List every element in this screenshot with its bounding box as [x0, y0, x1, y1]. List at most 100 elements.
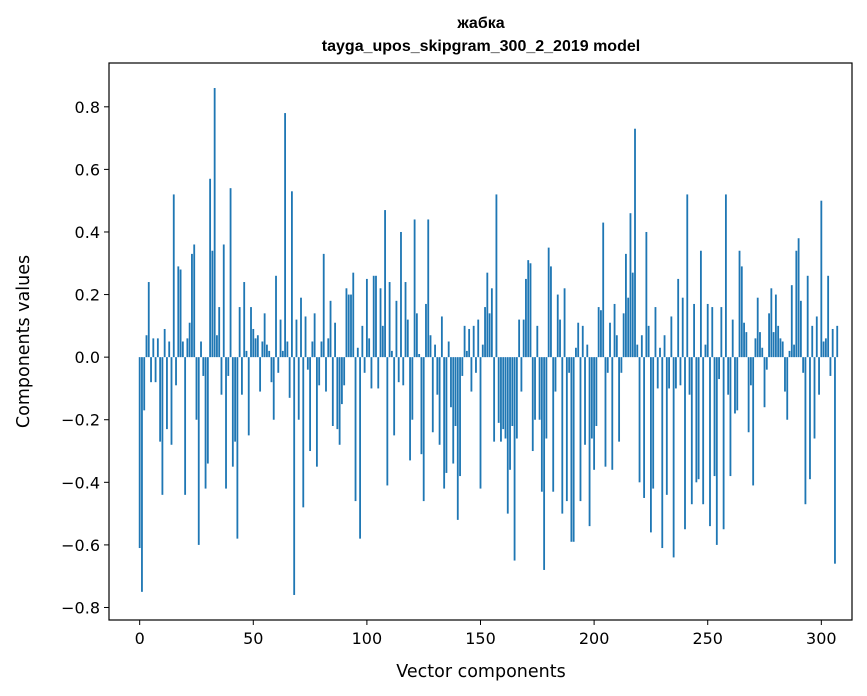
bar-component-180: [547, 247, 550, 358]
bar-component-213: [622, 313, 625, 358]
bar-component-299: [818, 357, 820, 395]
bar-component-251: [709, 357, 711, 527]
bar-component-117: [404, 282, 407, 358]
bar-component-160: [502, 357, 505, 430]
bar-component-292: [802, 357, 805, 373]
bar-component-285: [786, 357, 789, 420]
x-tick-label: 250: [692, 629, 723, 648]
bar-component-39: [227, 357, 230, 376]
bar-component-303: [827, 275, 830, 358]
bar-component-64: [284, 113, 286, 358]
bar-component-99: [363, 357, 366, 373]
bar-component-221: [640, 335, 643, 358]
bar-component-156: [493, 357, 496, 442]
bar-component-48: [247, 357, 250, 436]
bar-component-246: [697, 357, 700, 480]
bar-component-55: [263, 313, 266, 358]
bar-component-78: [315, 357, 318, 467]
bar-component-301: [822, 341, 825, 358]
x-tick-label: 200: [579, 629, 610, 648]
bar-component-15: [172, 194, 175, 358]
bar-component-128: [429, 335, 432, 358]
bar-component-153: [486, 272, 489, 358]
bar-component-191: [572, 357, 575, 542]
bar-component-296: [811, 325, 814, 358]
bar-component-252: [711, 307, 714, 358]
bar-component-80: [320, 341, 323, 358]
bar-component-263: [736, 357, 739, 411]
bar-component-286: [788, 350, 791, 358]
bar-component-52: [256, 335, 259, 358]
bar-component-130: [434, 344, 436, 358]
bar-component-294: [806, 275, 809, 358]
bar-component-43: [236, 357, 239, 539]
bar-component-190: [570, 357, 573, 542]
bar-component-282: [779, 338, 782, 358]
bar-component-166: [515, 357, 518, 439]
bar-component-257: [722, 357, 725, 530]
bar-component-62: [279, 319, 282, 358]
bar-component-276: [765, 357, 768, 370]
y-tick-label: −0.6: [61, 536, 100, 555]
y-tick-label: 0.2: [75, 286, 100, 305]
bar-component-45: [241, 357, 243, 395]
bar-component-279: [772, 332, 775, 358]
bar-component-295: [809, 357, 811, 480]
bar-component-267: [745, 332, 748, 358]
bar-component-179: [545, 357, 548, 439]
bar-component-121: [413, 219, 416, 358]
bar-component-143: [463, 325, 466, 358]
bar-component-264: [738, 250, 741, 358]
bar-component-258: [724, 194, 727, 358]
bar-component-169: [522, 319, 525, 358]
bar-component-256: [720, 307, 723, 358]
bar-component-107: [381, 325, 384, 358]
bar-component-271: [754, 338, 757, 358]
bar-component-69: [295, 319, 298, 358]
bar-component-97: [359, 357, 361, 539]
bar-component-197: [586, 344, 589, 358]
bar-component-56: [266, 344, 268, 358]
bar-component-204: [602, 222, 605, 358]
bar-component-116: [402, 357, 405, 386]
bar-component-173: [531, 357, 534, 452]
bar-component-3: [145, 335, 148, 358]
bar-component-137: [450, 357, 452, 408]
bar-component-114: [397, 357, 400, 383]
bar-component-162: [506, 357, 509, 514]
bar-component-186: [561, 357, 564, 514]
bar-component-85: [331, 357, 334, 426]
bar-component-260: [729, 357, 732, 477]
bar-component-193: [577, 322, 580, 358]
bar-component-83: [327, 338, 330, 358]
bar-component-109: [386, 357, 389, 486]
y-tick-label: 0.4: [75, 223, 100, 242]
bar-component-277: [768, 313, 770, 358]
bar-component-120: [411, 357, 414, 420]
bar-component-161: [504, 357, 507, 439]
bar-component-102: [370, 357, 373, 389]
bar-component-232: [665, 357, 668, 495]
bar-component-6: [152, 338, 155, 358]
bar-component-66: [288, 357, 291, 398]
bar-component-74: [306, 357, 309, 370]
bar-component-298: [815, 316, 818, 358]
bar-component-75: [309, 357, 311, 452]
bar-component-241: [686, 194, 689, 358]
bar-component-202: [597, 307, 600, 358]
bar-component-12: [166, 357, 168, 430]
x-axis-ticks: 0 50 100 150 200 250 300: [135, 620, 837, 648]
bar-component-244: [693, 303, 695, 358]
bar-component-17: [177, 266, 180, 358]
bar-component-212: [620, 357, 623, 373]
bar-component-36: [220, 357, 223, 395]
bar-component-82: [325, 357, 327, 392]
bar-component-184: [556, 294, 559, 358]
bar-component-218: [634, 128, 636, 358]
bar-component-87: [336, 357, 339, 430]
bar-component-71: [300, 297, 302, 358]
bar-component-259: [727, 357, 730, 395]
bar-component-254: [715, 357, 718, 545]
